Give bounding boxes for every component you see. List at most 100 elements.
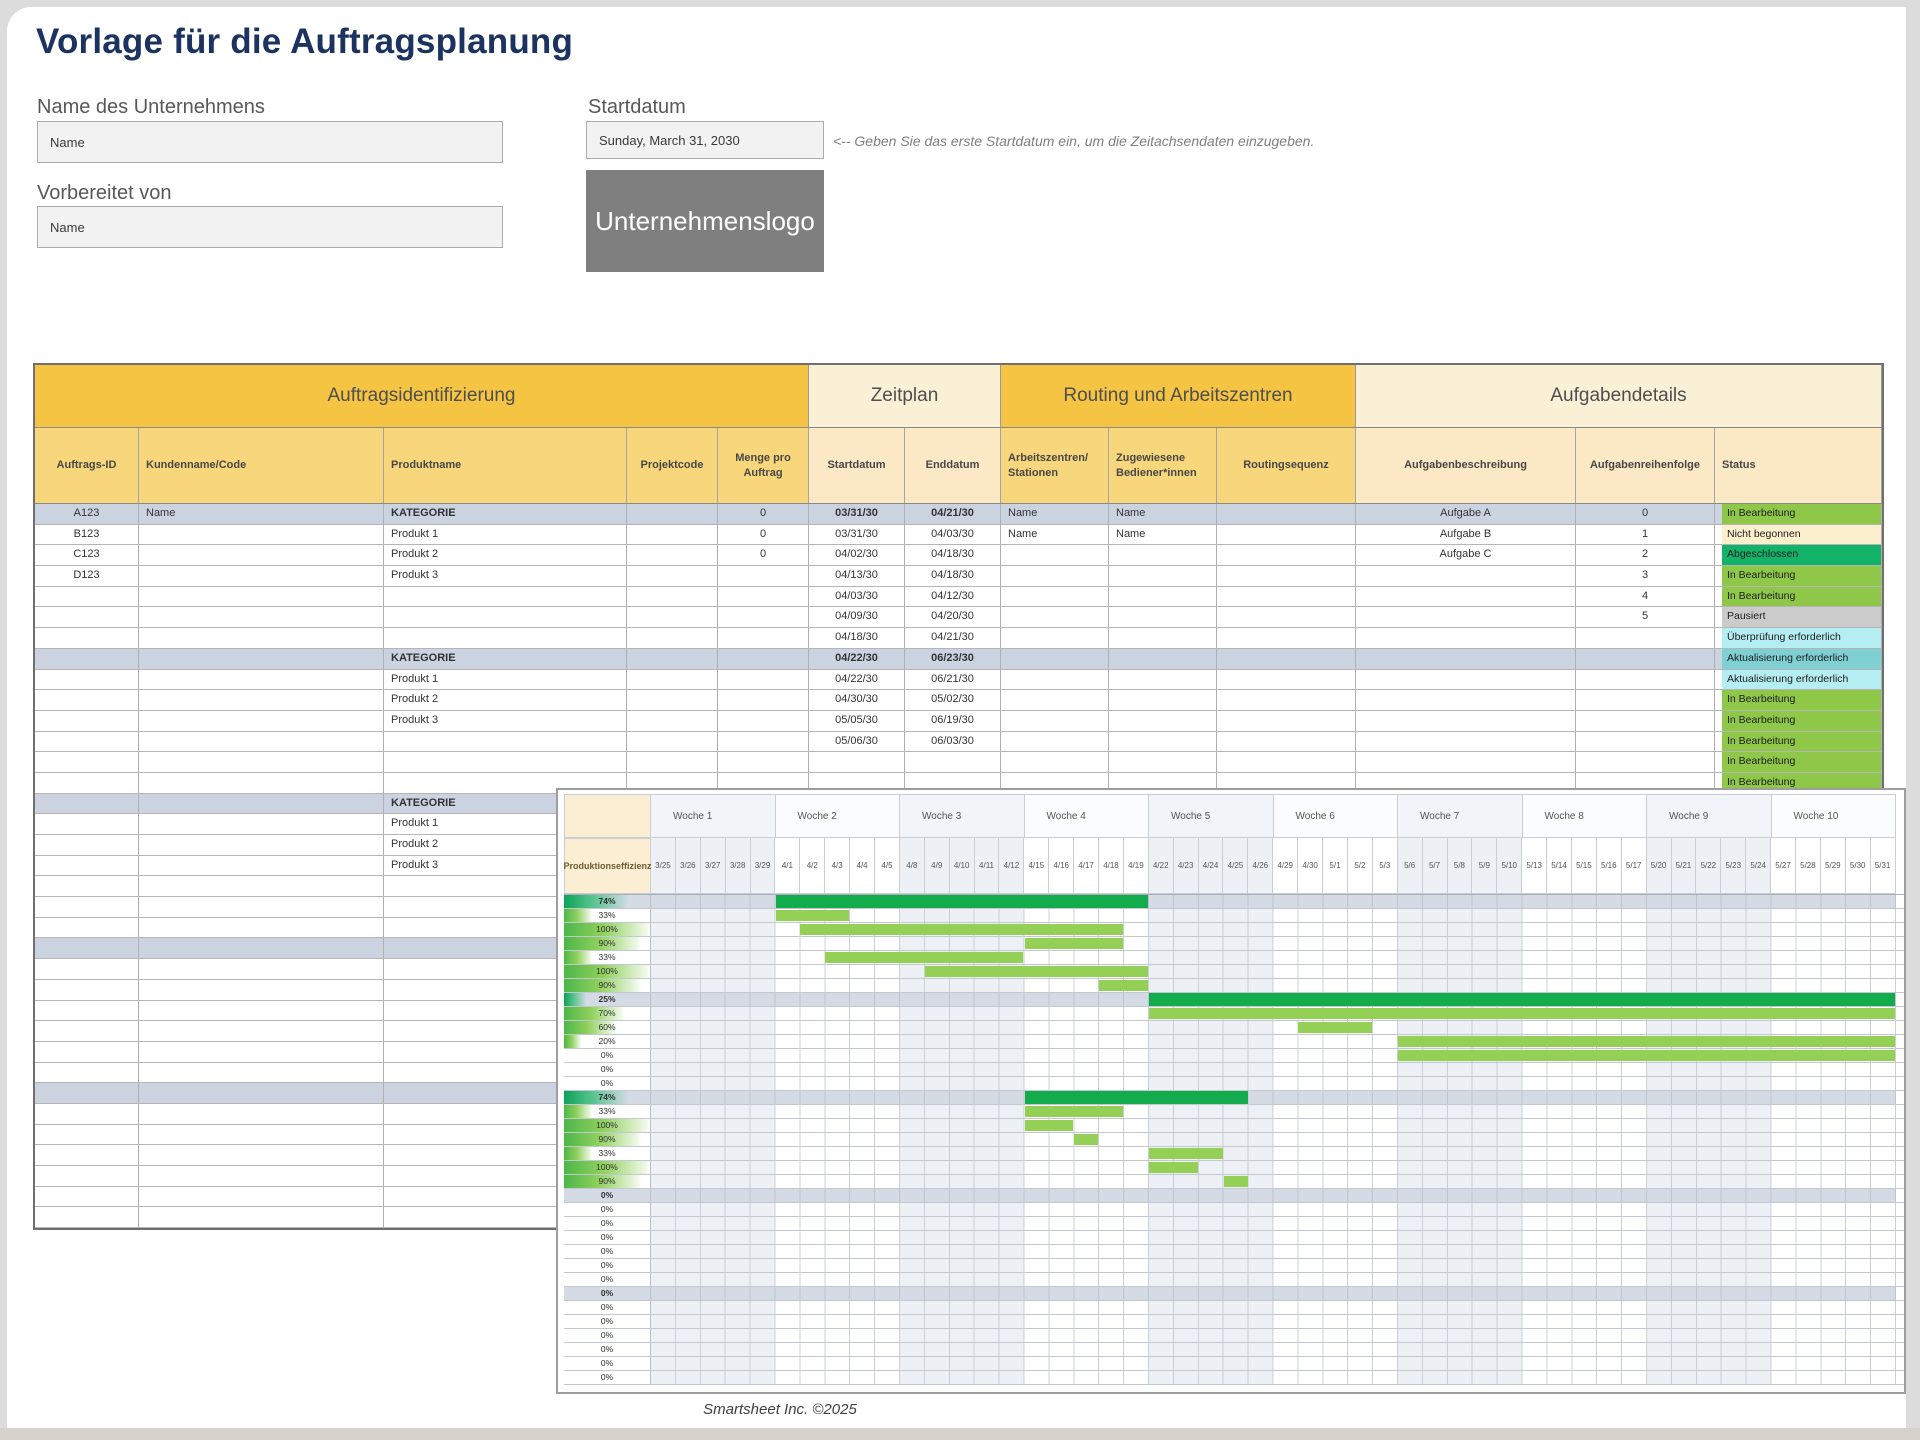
efficiency-value: 0% xyxy=(564,1245,651,1258)
efficiency-value: 90% xyxy=(564,979,651,992)
efficiency-value: 0% xyxy=(564,1049,651,1062)
gantt-day-header: 5/30 xyxy=(1845,838,1871,894)
efficiency-value: 33% xyxy=(564,909,651,922)
gantt-row: 0% xyxy=(564,1259,1904,1273)
efficiency-data-bar xyxy=(564,1147,593,1160)
efficiency-value: 60% xyxy=(564,1021,651,1034)
gantt-grid-row xyxy=(651,1203,1896,1216)
efficiency-value: 0% xyxy=(564,1203,651,1216)
prepared-by-input[interactable]: Name xyxy=(37,206,503,248)
start-date-hint: <-- Geben Sie das erste Startdatum ein, … xyxy=(833,133,1315,149)
efficiency-value: 0% xyxy=(564,1357,651,1370)
status-badge: In Bearbeitung xyxy=(1722,731,1881,752)
efficiency-value: 0% xyxy=(564,1315,651,1328)
gantt-bar xyxy=(1398,1036,1895,1047)
efficiency-value: 90% xyxy=(564,1175,651,1188)
efficiency-value: 0% xyxy=(564,1063,651,1076)
gantt-row: 0% xyxy=(564,1203,1904,1217)
gantt-day-header: 5/1 xyxy=(1323,838,1348,894)
gantt-grid-row xyxy=(651,1147,1896,1160)
prepared-by-label: Vorbereitet von xyxy=(37,182,172,204)
efficiency-value: 0% xyxy=(564,1371,651,1384)
status-badge: Nicht begonnen xyxy=(1722,524,1881,545)
gantt-grid-row xyxy=(651,1077,1896,1090)
gantt-day-header: 3/28 xyxy=(725,838,751,894)
column-header: Arbeitszentren/ Stationen xyxy=(1001,428,1109,503)
gantt-bar xyxy=(1024,1120,1074,1131)
company-name-input[interactable]: Name xyxy=(37,121,503,163)
table-row: Produkt 2 04/30/30 05/02/30 In Bearbeitung xyxy=(35,690,1882,711)
gantt-grid-row xyxy=(651,1301,1896,1314)
table-row: 04/18/30 04/21/30 Überprüfung erforderlich xyxy=(35,628,1882,649)
gantt-grid-row xyxy=(651,1007,1896,1020)
gantt-day-header: 5/29 xyxy=(1820,838,1846,894)
gantt-grid-row xyxy=(651,1161,1896,1174)
gantt-bar xyxy=(1024,938,1124,949)
efficiency-data-bar xyxy=(564,965,650,978)
category-row: KATEGORIE 04/22/30 06/23/30 Aktualisierung … xyxy=(35,648,1882,670)
footer-credit: Smartsheet Inc. ©2025 xyxy=(703,1401,857,1418)
efficiency-value: 0% xyxy=(564,1189,651,1202)
status-badge: In Bearbeitung xyxy=(1722,586,1881,607)
efficiency-data-bar xyxy=(564,1119,650,1132)
table-row: Produkt 1 04/22/30 06/21/30 Aktualisierung … xyxy=(35,669,1882,691)
gantt-week-header: Woche 3 xyxy=(900,794,1025,838)
efficiency-data-bar xyxy=(564,937,642,950)
gantt-bar xyxy=(1099,980,1148,991)
gantt-grid-row xyxy=(651,1343,1896,1356)
efficiency-value: 0% xyxy=(564,1217,651,1230)
column-header: Projektcode xyxy=(627,428,718,503)
efficiency-value: 0% xyxy=(564,1259,651,1272)
column-header: Aufgabenreihenfolge xyxy=(1576,428,1715,503)
gantt-bar xyxy=(800,924,1124,935)
gantt-week-header: Woche 9 xyxy=(1647,794,1772,838)
status-badge: In Bearbeitung xyxy=(1722,710,1881,731)
column-header: Auftrags-ID xyxy=(35,428,139,503)
gantt-week-header: Woche 1 xyxy=(651,794,776,838)
gantt-day-header: 5/16 xyxy=(1596,838,1622,894)
efficiency-value: 0% xyxy=(564,1301,651,1314)
gantt-grid-row xyxy=(651,1105,1896,1118)
gantt-row: 0% xyxy=(564,1315,1904,1329)
column-header: Status xyxy=(1715,428,1882,503)
gantt-day-header: 4/10 xyxy=(949,838,975,894)
gantt-day-header: 5/28 xyxy=(1795,838,1821,894)
gantt-row: 90% xyxy=(564,979,1904,993)
efficiency-value: 33% xyxy=(564,951,651,964)
gantt-bar xyxy=(1298,1022,1373,1033)
status-badge: In Bearbeitung xyxy=(1722,504,1881,524)
start-date-value: Sunday, March 31, 2030 xyxy=(599,132,740,148)
gantt-row: 0% xyxy=(564,1189,1904,1203)
efficiency-data-bar xyxy=(564,979,642,992)
gantt-row: 33% xyxy=(564,951,1904,965)
gantt-grid-row xyxy=(651,1287,1896,1300)
company-name-label: Name des Unternehmens xyxy=(37,96,265,118)
start-date-input[interactable]: Sunday, March 31, 2030 xyxy=(586,121,824,159)
gantt-row: 0% xyxy=(564,1231,1904,1245)
gantt-grid-row xyxy=(651,923,1896,936)
table-row: B123 Produkt 1 0 03/31/30 04/03/30 Name Name Au… xyxy=(35,524,1882,546)
efficiency-data-bar xyxy=(564,1007,625,1020)
gantt-day-header: 4/2 xyxy=(800,838,826,894)
company-logo-placeholder: Unternehmenslogo xyxy=(586,170,824,272)
gantt-row: 0% xyxy=(564,1357,1904,1371)
gantt-grid-row xyxy=(651,1273,1896,1286)
gantt-day-header: 5/23 xyxy=(1721,838,1747,894)
table-row: 04/09/30 04/20/30 5 Pausiert xyxy=(35,607,1882,629)
gantt-bar xyxy=(1223,1176,1248,1187)
gantt-row: 100% xyxy=(564,965,1904,979)
gantt-day-header: 4/26 xyxy=(1248,838,1274,894)
status-badge: Pausiert xyxy=(1722,607,1881,628)
gantt-day-header: 3/27 xyxy=(700,838,726,894)
efficiency-data-bar xyxy=(564,1105,593,1118)
gantt-grid-row xyxy=(651,1245,1896,1258)
efficiency-value: 0% xyxy=(564,1287,651,1300)
gantt-day-header: 5/7 xyxy=(1422,838,1448,894)
gantt-day-header: 4/3 xyxy=(825,838,851,894)
gantt-week-header: Woche 8 xyxy=(1522,794,1647,838)
table-row: 04/03/30 04/12/30 4 In Bearbeitung xyxy=(35,586,1882,608)
gantt-day-header: 5/14 xyxy=(1547,838,1572,894)
gantt-bar xyxy=(1024,1106,1124,1117)
efficiency-value: 33% xyxy=(564,1105,651,1118)
gantt-corner xyxy=(564,794,651,838)
